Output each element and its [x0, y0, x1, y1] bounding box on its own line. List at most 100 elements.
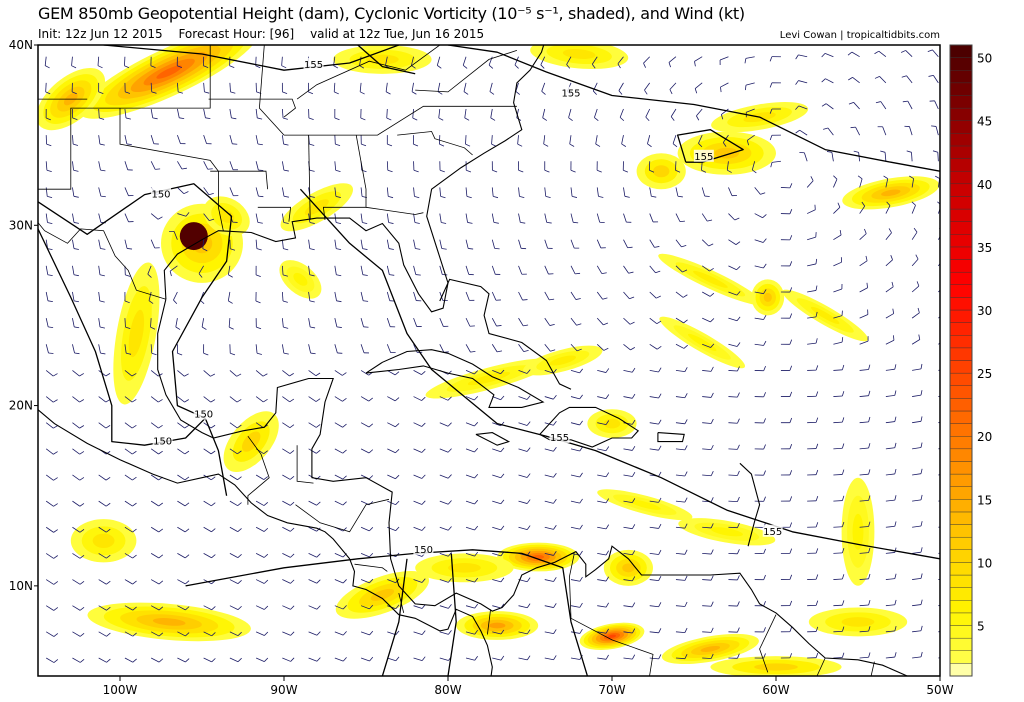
wind-barb [492, 447, 505, 453]
wind-barb [623, 654, 636, 660]
colorbar-segment [949, 309, 973, 323]
wind-barb [591, 56, 598, 69]
wind-barb [229, 553, 242, 558]
wind-barb [439, 526, 452, 531]
height-contour [185, 549, 589, 676]
wind-barb [177, 396, 189, 403]
wind-barb [853, 150, 861, 162]
wind-barb [880, 150, 887, 162]
wind-barb [98, 239, 106, 250]
wind-barb [597, 628, 609, 634]
wind-barb [45, 579, 59, 585]
wind-barb [623, 367, 636, 373]
wind-barb [150, 657, 164, 663]
wind-barb [492, 577, 505, 583]
wind-barb [229, 474, 242, 481]
wind-barb [360, 213, 368, 224]
wind-barb [150, 213, 163, 220]
wind-barb [726, 161, 732, 173]
map-subtitle: Init: 12z Jun 12 2015 Forecast Hour: [96… [38, 27, 496, 41]
wind-barb [177, 448, 190, 455]
wind-barb [912, 363, 923, 371]
wind-barb [833, 469, 845, 476]
wind-barb [98, 370, 111, 377]
wind-barb [465, 525, 479, 531]
colorbar-tick-label: 45 [977, 115, 992, 129]
wind-barb [702, 627, 714, 633]
wind-barb [570, 317, 582, 326]
wind-barb [807, 417, 819, 424]
wind-barb [98, 526, 111, 533]
political-border [759, 614, 777, 673]
wind-barb [255, 318, 262, 330]
political-border [397, 131, 473, 156]
wind-barb [807, 285, 818, 293]
wind-barb [675, 654, 688, 660]
colorbar-tick-label: 50 [977, 52, 992, 66]
wind-barb [859, 390, 871, 397]
wind-barb [912, 390, 923, 397]
wind-barb [150, 56, 156, 69]
colorbar-segment [949, 562, 973, 576]
wind-barb [412, 135, 419, 147]
wind-barb [806, 176, 814, 188]
wind-barb [670, 108, 677, 121]
contour-label: 150 [414, 545, 433, 556]
colorbar-segment [949, 183, 973, 197]
wind-barb [45, 657, 59, 663]
wind-barb [413, 500, 426, 505]
wind-barb [98, 579, 111, 585]
wind-barb [387, 448, 400, 454]
wind-barb [45, 631, 59, 637]
wind-barb [570, 420, 583, 426]
wind-barb [728, 239, 741, 245]
wind-barb [859, 228, 867, 241]
wind-barb [518, 499, 531, 504]
forecast-hour: Forecast Hour: [96] [178, 27, 295, 41]
wind-barb [203, 396, 216, 403]
wind-barb [780, 287, 793, 293]
wind-barb [544, 629, 557, 635]
wind-barb [492, 499, 505, 505]
wind-barb [570, 265, 581, 275]
wind-barb [807, 258, 818, 267]
wind-barb [413, 578, 426, 583]
wind-barb [754, 238, 767, 243]
wind-barb [875, 101, 887, 110]
wind-barb [439, 422, 452, 427]
wind-barb [833, 652, 845, 659]
wind-barb [45, 135, 52, 147]
wind-barb [229, 82, 236, 94]
wind-barb [702, 444, 714, 451]
wind-barb [833, 175, 838, 188]
height-contour [676, 129, 744, 163]
wind-barb [45, 265, 53, 277]
wind-barb [597, 420, 610, 426]
lon-tick-label: 80W [434, 683, 461, 697]
wind-barb [308, 500, 321, 506]
wind-barb [649, 419, 662, 425]
wind-barb [45, 82, 51, 95]
contour-label: 150 [153, 437, 172, 448]
wind-barb [570, 344, 582, 352]
wind-barb [618, 82, 624, 95]
vorticity-blob [881, 189, 901, 197]
height-contour [38, 228, 206, 446]
wind-barb [492, 395, 505, 401]
wind-barb [754, 340, 767, 346]
wind-barb [780, 626, 793, 633]
wind-barb [308, 344, 316, 355]
wind-barb [885, 228, 892, 240]
wind-barb [754, 365, 766, 372]
wind-barb [544, 603, 557, 608]
wind-barb [439, 500, 452, 505]
wind-barb [675, 213, 685, 223]
colorbar-segment [949, 284, 973, 298]
wind-barb [45, 500, 58, 507]
wind-barb [780, 313, 793, 319]
political-border [247, 435, 270, 505]
wind-barb [439, 317, 449, 327]
wind-barb [728, 316, 741, 322]
wind-barb [334, 422, 347, 428]
